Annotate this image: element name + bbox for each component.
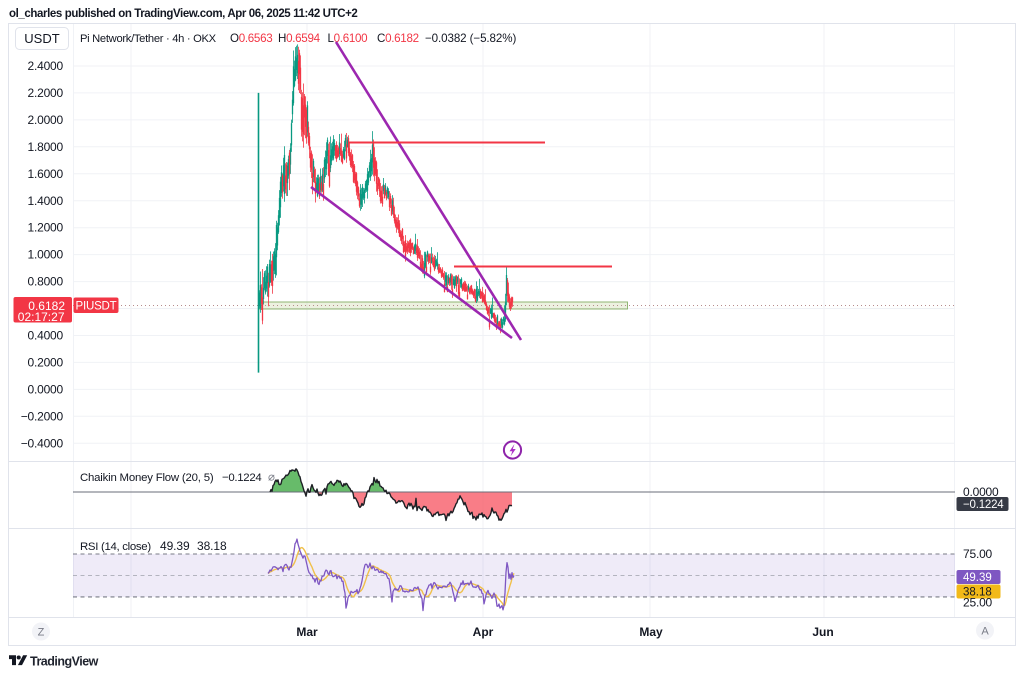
svg-text:−0.1224: −0.1224 [222,472,261,484]
svg-text:Chaikin Money Flow (20, 5): Chaikin Money Flow (20, 5) [80,472,214,484]
svg-text:49.39: 49.39 [963,572,992,584]
svg-text:C0.6182: C0.6182 [377,32,419,45]
svg-text:A: A [981,626,989,638]
svg-text:1.2000: 1.2000 [27,221,63,235]
svg-text:38.18: 38.18 [197,539,227,553]
svg-text:75.00: 75.00 [963,547,993,561]
svg-text:0.0000: 0.0000 [963,485,999,499]
svg-text:1.8000: 1.8000 [27,140,63,154]
svg-text:0.0000: 0.0000 [27,382,63,396]
svg-text:USDT: USDT [24,31,59,46]
svg-text:RSI (14, close): RSI (14, close) [80,541,151,553]
svg-text:1.0000: 1.0000 [27,248,63,262]
svg-text:−0.4000: −0.4000 [21,436,64,450]
svg-text:Apr: Apr [473,625,494,639]
svg-text:38.18: 38.18 [963,587,992,599]
svg-text:−0.1224: −0.1224 [963,499,1004,511]
svg-text:TradingView: TradingView [30,655,99,669]
svg-text:0.4000: 0.4000 [27,329,63,343]
svg-text:25.00: 25.00 [963,596,993,610]
svg-text:−0.0382 (−5.82%): −0.0382 (−5.82%) [425,32,516,45]
svg-text:2.2000: 2.2000 [27,86,63,100]
svg-text:Mar: Mar [296,625,318,639]
svg-text:ol_charles published on Tradin: ol_charles published on TradingView.com,… [9,8,357,20]
svg-text:O0.6563: O0.6563 [230,32,272,45]
svg-text:1.6000: 1.6000 [27,167,63,181]
svg-text:⌀: ⌀ [268,472,275,484]
svg-text:Jun: Jun [812,625,833,639]
svg-text:0.6182: 0.6182 [28,299,65,313]
svg-text:May: May [639,625,663,639]
svg-text:Z: Z [38,627,45,639]
svg-text:PIUSDT: PIUSDT [76,301,117,313]
svg-text:0.8000: 0.8000 [27,275,63,289]
svg-text:Pi Network/Tether · 4h · OKX: Pi Network/Tether · 4h · OKX [80,33,217,45]
svg-text:L0.6100: L0.6100 [328,32,368,45]
svg-text:−0.2000: −0.2000 [21,409,64,423]
svg-text:49.39: 49.39 [160,539,190,553]
svg-text:1.4000: 1.4000 [27,194,63,208]
svg-text:0.2000: 0.2000 [27,355,63,369]
svg-text:2.4000: 2.4000 [27,59,63,73]
svg-text:H0.6594: H0.6594 [278,32,321,45]
svg-text:2.0000: 2.0000 [27,113,63,127]
svg-text:02:17:27: 02:17:27 [18,310,65,324]
